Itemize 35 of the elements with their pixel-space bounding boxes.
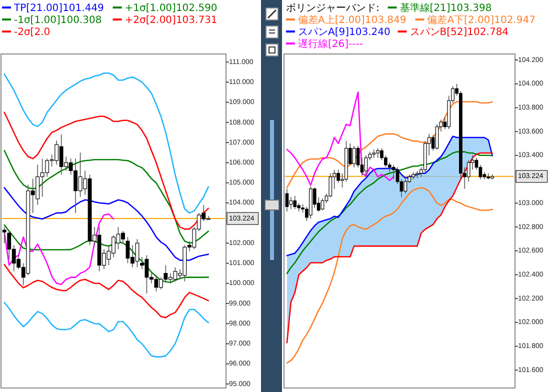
- legend-label: -2σ[2.0: [14, 27, 50, 38]
- candlestick: [289, 196, 293, 210]
- line-series: [4, 302, 210, 358]
- candlestick: [320, 198, 324, 211]
- line-series: [4, 264, 210, 318]
- legend-label: 基準線[21]103.398: [400, 2, 492, 14]
- line-series: [4, 187, 210, 261]
- legend-label: +1σ[1.00]102.590: [124, 3, 218, 14]
- candlestick: [285, 188, 289, 212]
- candlestick: [466, 160, 470, 182]
- line-series: [4, 112, 210, 230]
- legend-title: ボリンジャーバンド:: [286, 3, 380, 14]
- legend-label: TP[21.00]101.449: [13, 3, 104, 14]
- legend-label: スパンA[9]103.240: [298, 27, 390, 38]
- candlestick: [352, 145, 356, 168]
- candlestick: [384, 154, 388, 168]
- candlestick: [376, 148, 380, 158]
- candlestick: [293, 196, 297, 210]
- candlestick: [2, 226, 6, 244]
- legend-label: 偏差A下[2.00]102.947: [427, 14, 536, 26]
- legend-label: 遅行線[26]----: [298, 38, 364, 50]
- legend-label: -1σ[1.00]100.308: [14, 15, 102, 26]
- line-series: [286, 136, 493, 256]
- line-series: [286, 92, 394, 186]
- legend-label: 偏差A上[2.00]103.849: [298, 14, 406, 26]
- line-series: [286, 101, 493, 188]
- candlestick: [364, 154, 368, 178]
- line-series: [286, 151, 493, 274]
- candlestick: [392, 164, 396, 180]
- line-series: [286, 186, 493, 364]
- candlestick: [404, 178, 408, 194]
- line-series: [4, 72, 210, 214]
- legend-label: +2σ[2.00]103.731: [124, 15, 218, 26]
- legend-label: スパンB[52]102.784: [410, 27, 509, 38]
- line-series: [4, 213, 114, 286]
